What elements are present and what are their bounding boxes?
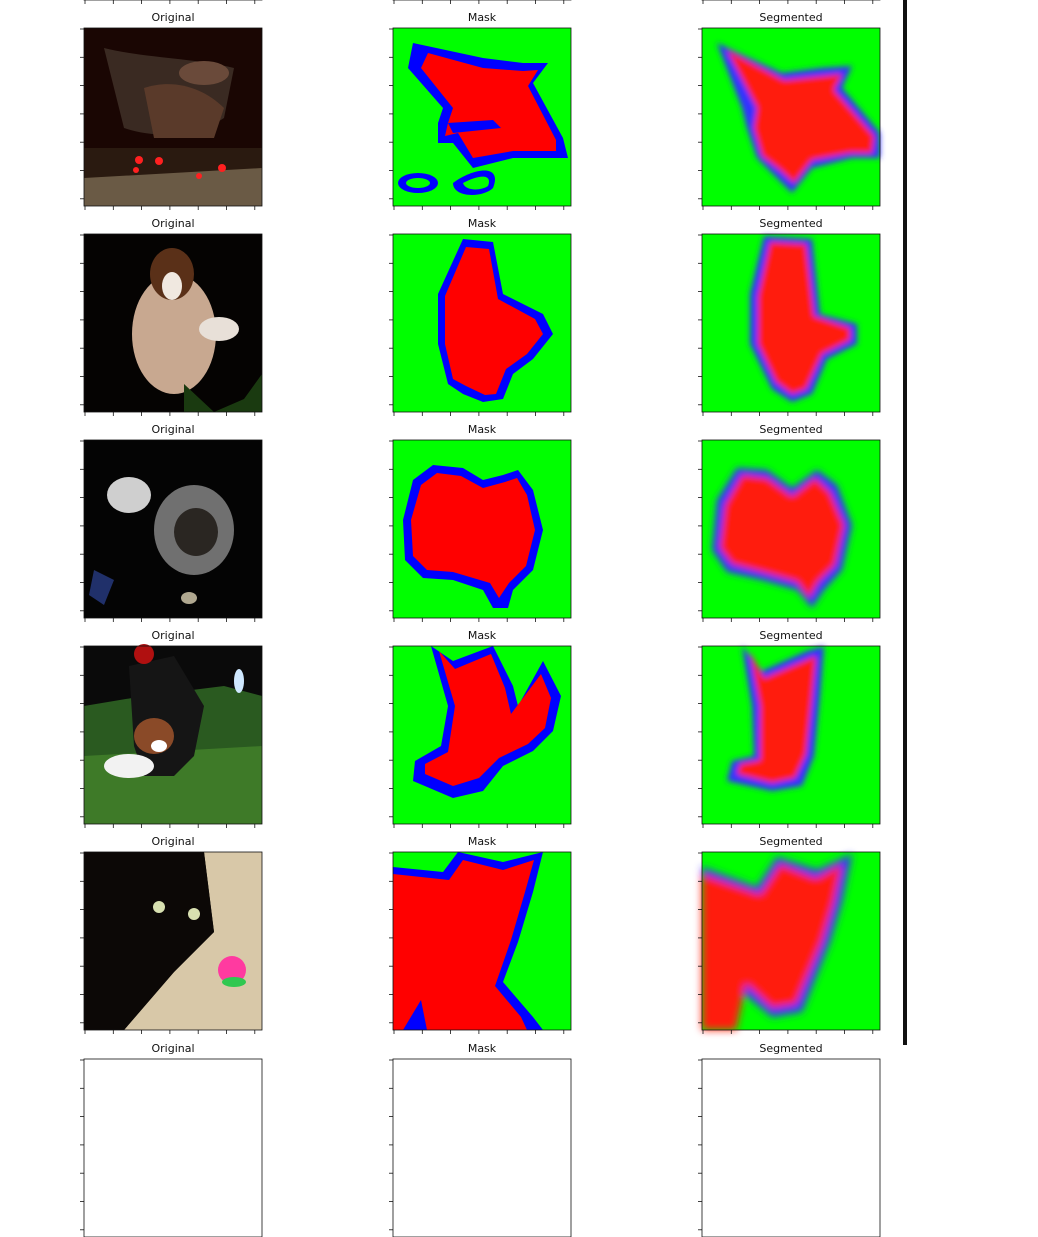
panel-title-mask: Mask [467, 217, 497, 230]
axis-frame [389, 1058, 572, 1237]
panel-title-segmented: Segmented [759, 1042, 823, 1055]
panel-next-segmented: Segmented [698, 1042, 881, 1237]
panel-segmented-5: Segmented [698, 835, 881, 1034]
axis-spine [392, 439, 572, 619]
axis-spine [392, 645, 572, 825]
mask-image [389, 233, 572, 416]
panel-title-mask: Mask [467, 835, 497, 848]
segmentation-figure: Original Mask Segmented [80, 0, 881, 1237]
axis-spine [83, 27, 263, 207]
original-image [80, 27, 263, 210]
panel-title-original: Original [151, 11, 195, 24]
panel-title-segmented: Segmented [759, 217, 823, 230]
panel-mask-4: Mask [389, 629, 572, 828]
panel-title-segmented: Segmented [759, 629, 823, 642]
panel-title-segmented: Segmented [759, 423, 823, 436]
mask-image [389, 439, 572, 622]
panel-mask-2: Mask [389, 217, 572, 416]
panel-title-mask: Mask [467, 11, 497, 24]
axis-spine [83, 439, 263, 619]
panel-next-original: Original [80, 1042, 263, 1237]
panel-title-original: Original [151, 423, 195, 436]
panel-title-original: Original [151, 835, 195, 848]
segmented-image [698, 439, 881, 622]
axis-spine [83, 233, 263, 413]
panel-title-mask: Mask [467, 629, 497, 642]
segmented-image [698, 27, 881, 210]
axis-spine [83, 645, 263, 825]
panel-original-5: Original [80, 835, 263, 1034]
axis-spine [701, 233, 881, 413]
axis-spine [392, 1058, 572, 1237]
axis-spine [701, 439, 881, 619]
axis-spine [392, 233, 572, 413]
original-image [80, 851, 263, 1034]
panel-segmented-2: Segmented [698, 217, 881, 416]
panel-original-4: Original [80, 629, 263, 828]
mask-image [389, 851, 572, 1034]
panel-title-original: Original [151, 629, 195, 642]
axis-spine [83, 851, 263, 1031]
axis-frame [80, 1058, 263, 1237]
panel-title-segmented: Segmented [759, 11, 823, 24]
panel-title-mask: Mask [467, 1042, 497, 1055]
panel-original-2: Original [80, 217, 263, 416]
segmented-image [698, 851, 881, 1034]
axis-spine [701, 1058, 881, 1237]
original-image [80, 233, 263, 416]
axis-spine [83, 1058, 263, 1237]
mask-image [389, 645, 572, 828]
panel-title-segmented: Segmented [759, 835, 823, 848]
panel-next-mask: Mask [389, 1042, 572, 1237]
segmented-image [698, 233, 881, 416]
original-image [80, 439, 263, 622]
axis-spine [392, 851, 572, 1031]
axis-spine [701, 851, 881, 1031]
axis-spine [701, 27, 881, 207]
panel-segmented-4: Segmented [698, 629, 881, 828]
mask-image [389, 27, 572, 210]
segmented-image [698, 645, 881, 828]
panel-original-1: Original [80, 11, 263, 210]
panel-segmented-3: Segmented [698, 423, 881, 622]
panel-title-original: Original [151, 1042, 195, 1055]
panel-mask-5: Mask [389, 835, 572, 1034]
axis-spine [701, 645, 881, 825]
axis-frame [698, 1058, 881, 1237]
panel-original-3: Original [80, 423, 263, 622]
panel-mask-1: Mask [389, 11, 572, 210]
panel-title-mask: Mask [467, 423, 497, 436]
original-image [80, 644, 263, 828]
axis-spine [392, 27, 572, 207]
panel-segmented-1: Segmented [698, 11, 881, 210]
output-scrollbar[interactable] [903, 0, 907, 1045]
panel-mask-3: Mask [389, 423, 572, 622]
panel-title-original: Original [151, 217, 195, 230]
